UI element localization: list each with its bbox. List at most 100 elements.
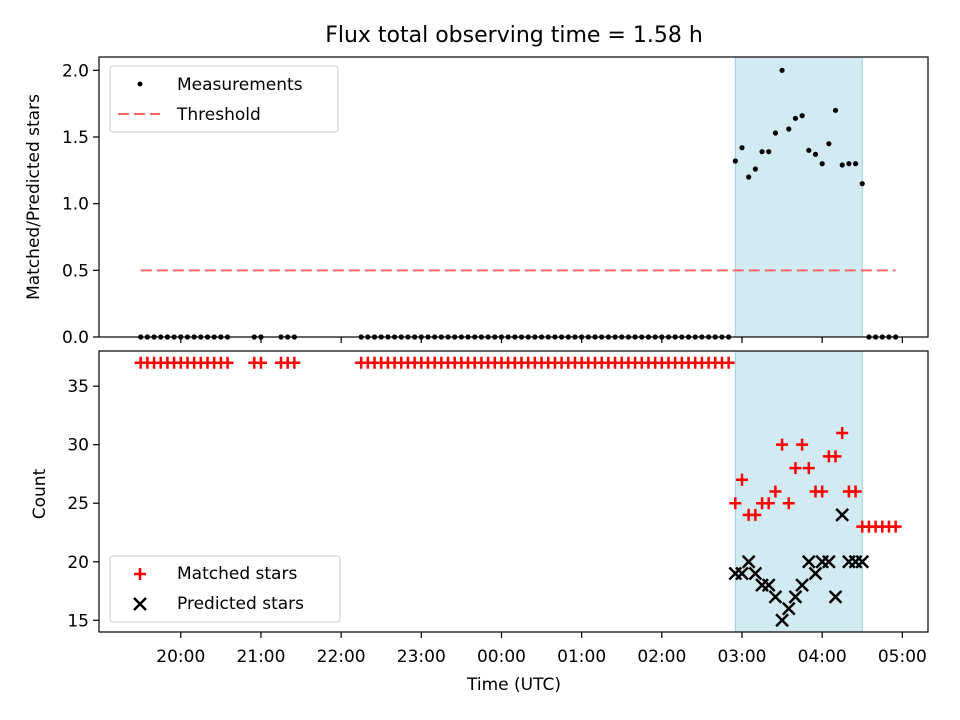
matched-star-marker bbox=[769, 485, 782, 498]
top-y-tick-label: 1.5 bbox=[62, 128, 89, 148]
measurement-point bbox=[746, 174, 752, 180]
bottom-y-tick-label: 35 bbox=[67, 377, 89, 397]
top-y-tick-label: 0.0 bbox=[62, 328, 89, 348]
matched-star-marker bbox=[254, 356, 267, 369]
bottom-y-axis: 15 20 25 30 35 bbox=[67, 377, 99, 631]
top-x-ticks bbox=[180, 337, 903, 343]
predicted-star-marker bbox=[808, 566, 823, 581]
measurement-point bbox=[739, 145, 745, 151]
predicted-star-marker bbox=[855, 554, 870, 569]
matched-star-marker bbox=[796, 438, 809, 451]
bottom-legend: Matched stars Predicted stars bbox=[109, 555, 341, 623]
predicted-star-marker bbox=[761, 578, 776, 593]
matched-star-marker bbox=[221, 356, 234, 369]
bottom-legend-box bbox=[109, 555, 341, 623]
matched-star-marker bbox=[782, 497, 795, 510]
matched-star-marker bbox=[829, 450, 842, 463]
top-legend: Measurements Threshold bbox=[109, 65, 339, 133]
predicted-star-marker bbox=[748, 566, 763, 581]
legend-measurements-label: Measurements bbox=[177, 75, 303, 95]
predicted-star-marker bbox=[741, 554, 756, 569]
matched-star-marker bbox=[889, 520, 902, 533]
predicted-star-marker bbox=[795, 578, 810, 593]
x-tick-label: 23:00 bbox=[397, 647, 446, 667]
x-tick-label: 03:00 bbox=[717, 647, 766, 667]
legend-threshold-label: Threshold bbox=[176, 105, 261, 125]
measurement-point bbox=[832, 107, 839, 113]
measurement-point bbox=[766, 149, 772, 155]
bottom-y-tick-label: 15 bbox=[67, 611, 89, 631]
measurement-point bbox=[826, 141, 832, 147]
bottom-y-axis-label: Count bbox=[30, 468, 50, 519]
measurement-point bbox=[779, 67, 785, 73]
measurement-point bbox=[852, 161, 859, 167]
predicted-star-marker bbox=[828, 589, 843, 604]
matched-star-marker bbox=[776, 438, 789, 451]
top-y-tick-label: 0.5 bbox=[62, 261, 89, 281]
x-tick-label: 20:00 bbox=[156, 647, 205, 667]
measurement-point bbox=[792, 115, 799, 121]
legend-predicted-marker bbox=[133, 597, 147, 611]
matched-star-marker bbox=[762, 497, 775, 510]
matched-star-marker bbox=[749, 508, 762, 521]
bottom-y-tick-label: 30 bbox=[67, 436, 89, 456]
top-panel: 0.00.51.01.52.0 Matched/Predicted stars … bbox=[24, 56, 929, 348]
x-tick-label: 02:00 bbox=[637, 647, 686, 667]
top-y-axis-label: Matched/Predicted stars bbox=[24, 94, 44, 300]
matched-star-marker bbox=[816, 485, 829, 498]
bottom-plot-frame bbox=[98, 350, 929, 633]
legend-predicted-label: Predicted stars bbox=[177, 594, 304, 614]
predicted-star-marker bbox=[821, 554, 836, 569]
matched-star-marker bbox=[722, 356, 735, 369]
predicted-stars-series bbox=[728, 508, 870, 628]
x-axis-label: Time (UTC) bbox=[466, 675, 561, 695]
x-tick-label: 22:00 bbox=[317, 647, 366, 667]
top-legend-box bbox=[109, 65, 339, 133]
bottom-y-tick-label: 25 bbox=[67, 494, 89, 514]
measurement-point bbox=[846, 161, 852, 167]
x-tick-label: 00:00 bbox=[477, 647, 526, 667]
measurement-point bbox=[839, 162, 845, 168]
predicted-star-marker bbox=[801, 554, 816, 569]
matched-star-marker bbox=[789, 462, 802, 475]
measurement-point bbox=[799, 113, 805, 119]
bottom-y-tick-label: 20 bbox=[67, 553, 89, 573]
matched-stars-series bbox=[134, 356, 902, 533]
matched-star-marker bbox=[729, 497, 742, 510]
measurement-point bbox=[772, 130, 779, 136]
x-tick-label: 04:00 bbox=[798, 647, 847, 667]
measurement-point bbox=[732, 158, 738, 164]
predicted-star-marker bbox=[835, 508, 850, 522]
bottom-x-axis: 20:00 21:00 22:00 23:00 00:00 01:00 02:00 03:00… bbox=[156, 632, 927, 667]
bottom-highlight-span bbox=[734, 350, 863, 633]
predicted-star-marker bbox=[775, 613, 789, 628]
top-plot-frame bbox=[98, 56, 929, 338]
measurement-point bbox=[819, 161, 825, 167]
matched-star-marker bbox=[288, 356, 301, 369]
measurement-point bbox=[759, 149, 765, 155]
top-y-tick-label: 1.0 bbox=[62, 195, 89, 215]
predicted-star-marker bbox=[788, 589, 803, 604]
x-tick-label: 05:00 bbox=[878, 647, 927, 667]
measurement-point bbox=[752, 166, 758, 172]
measurement-point bbox=[806, 147, 812, 153]
predicted-star-marker bbox=[735, 566, 749, 581]
predicted-star-marker bbox=[781, 601, 796, 616]
legend-matched-marker bbox=[134, 568, 146, 580]
legend-matched-label: Matched stars bbox=[177, 564, 297, 584]
x-tick-label: 21:00 bbox=[236, 647, 285, 667]
measurement-point bbox=[812, 151, 819, 157]
matched-star-marker bbox=[836, 426, 849, 439]
top-y-axis: 0.0 0.5 1.0 1.5 2.0 bbox=[62, 61, 99, 348]
bottom-panel: 15 20 25 30 35 20:00 21:00 22:00 23:00 00:00 01:0… bbox=[30, 350, 929, 695]
chart-title: Flux total observing time = 1.58 h bbox=[325, 23, 703, 48]
legend-measurements-marker bbox=[137, 81, 143, 87]
top-y-tick-label: 2.0 bbox=[62, 61, 89, 81]
measurement-point bbox=[786, 126, 792, 132]
matched-star-marker bbox=[802, 462, 815, 475]
predicted-star-marker bbox=[768, 589, 783, 604]
matched-star-marker bbox=[849, 485, 862, 498]
top-highlight-span bbox=[734, 56, 863, 338]
x-tick-label: 01:00 bbox=[557, 647, 606, 667]
